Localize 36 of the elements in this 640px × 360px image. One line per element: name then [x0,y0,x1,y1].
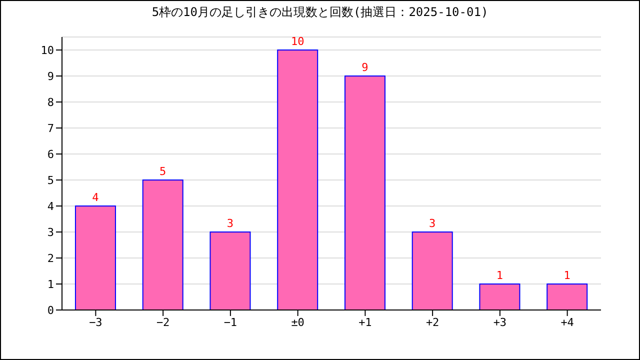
x-tick-label: +4 [560,316,574,329]
y-tick-label: 5 [47,174,54,187]
y-tick-label: 9 [47,70,54,83]
y-tick-label: 4 [47,200,54,213]
bar [344,76,386,310]
data-label: 1 [564,269,570,282]
bar [479,284,520,310]
bar [277,50,318,310]
x-tick-label: +2 [426,316,440,329]
x-tick-label: −1 [224,316,238,329]
data-label: 1 [496,269,504,282]
data-label: 4 [92,191,100,204]
x-tick-label: −2 [156,316,170,329]
y-tick-label: 2 [47,252,54,265]
data-label: 5 [160,165,166,178]
y-tick-label: 8 [47,96,54,109]
bar [74,206,116,310]
x-tick-label: +3 [493,316,507,329]
bar [412,232,453,310]
bar [210,232,251,310]
x-tick-label: −3 [89,316,102,329]
data-label: 3 [429,217,436,230]
data-label: 3 [226,217,234,230]
x-tick-label: +1 [358,316,372,329]
y-tick-label: 0 [47,304,54,317]
y-tick-label: 7 [47,122,54,135]
x-tick-label: ±0 [291,316,304,329]
y-tick-label: 6 [47,148,54,161]
y-tick-label: 10 [40,44,54,57]
y-tick-label: 3 [47,226,54,239]
y-tick-label: 1 [47,278,54,291]
data-label: 10 [290,35,304,48]
chart-title: 5枠の10月の足し引きの出現数と回数(抽選日：2025-10-01) [150,4,490,21]
bar [142,180,184,310]
bar [546,284,588,310]
data-label: 9 [362,61,368,74]
